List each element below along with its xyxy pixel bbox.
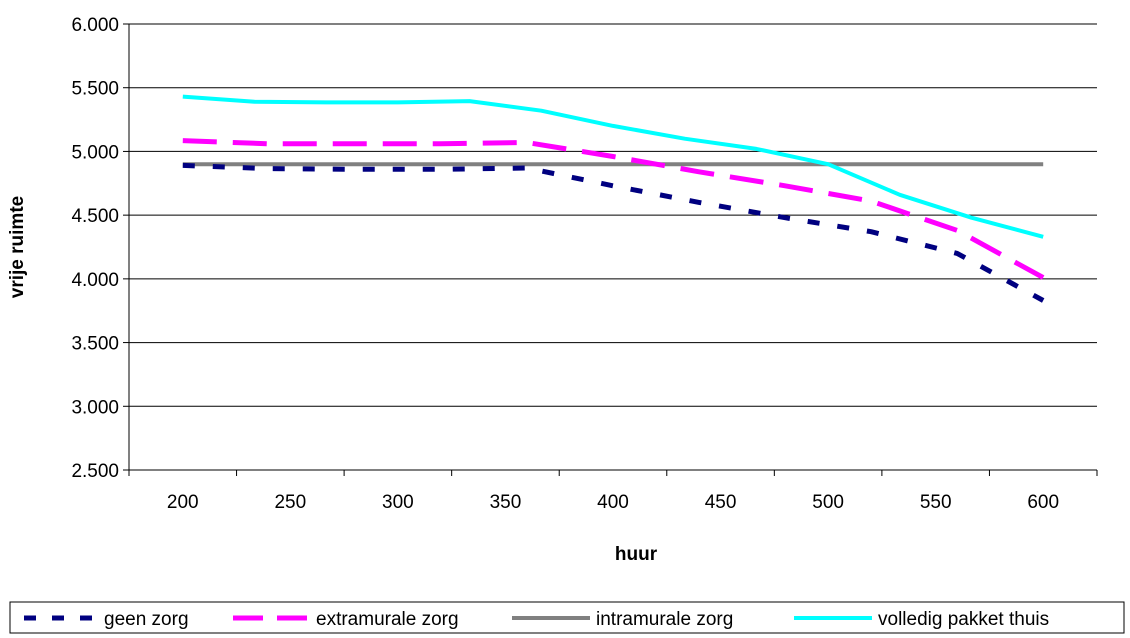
legend: geen zorg extramurale zorg intramurale zor… [9, 601, 1125, 634]
x-tick-label-1: 250 [274, 492, 306, 513]
legend-label-2: intramurale zorg [596, 609, 733, 630]
series-layer [182, 94, 1045, 303]
y-axis-title: vrije ruimte [7, 196, 28, 298]
legend-label-1: extramurale zorg [316, 609, 459, 630]
y-tick-label-2: 3.500 [71, 334, 119, 355]
x-tick-labels: 200 250 300 350 400 450 500 550 600 [167, 492, 1059, 513]
y-tick-labels: 2.500 3.000 3.500 4.000 4.500 5.000 5.500 6.000 [71, 15, 119, 482]
x-tick-label-3: 350 [490, 492, 522, 513]
x-tick-label-6: 500 [812, 492, 844, 513]
x-tick-label-0: 200 [167, 492, 199, 513]
series-line-geen-zorg [182, 162, 1045, 303]
legend-label-3: volledig pakket thuis [878, 609, 1049, 630]
legend-label-0: geen zorg [104, 609, 189, 630]
y-tick-label-4: 4.500 [71, 206, 119, 227]
y-tick-label-6: 5.500 [71, 79, 119, 100]
x-tick-label-5: 450 [705, 492, 737, 513]
series-line-extramurale-zorg [182, 138, 1045, 280]
series-line-volledig-pakket-thuis [182, 94, 1044, 239]
y-tick-label-3: 4.000 [71, 270, 119, 291]
x-tick-label-4: 400 [597, 492, 629, 513]
x-tick-label-7: 550 [920, 492, 952, 513]
axes [123, 23, 1098, 476]
x-tick-label-2: 300 [382, 492, 414, 513]
y-tick-label-7: 6.000 [71, 15, 119, 36]
x-axis-title: huur [615, 544, 658, 565]
y-tick-label-1: 3.000 [71, 397, 119, 418]
y-tick-label-0: 2.500 [71, 461, 119, 482]
y-tick-label-5: 5.000 [71, 142, 119, 163]
gridlines [129, 23, 1097, 407]
x-tick-label-8: 600 [1027, 492, 1059, 513]
